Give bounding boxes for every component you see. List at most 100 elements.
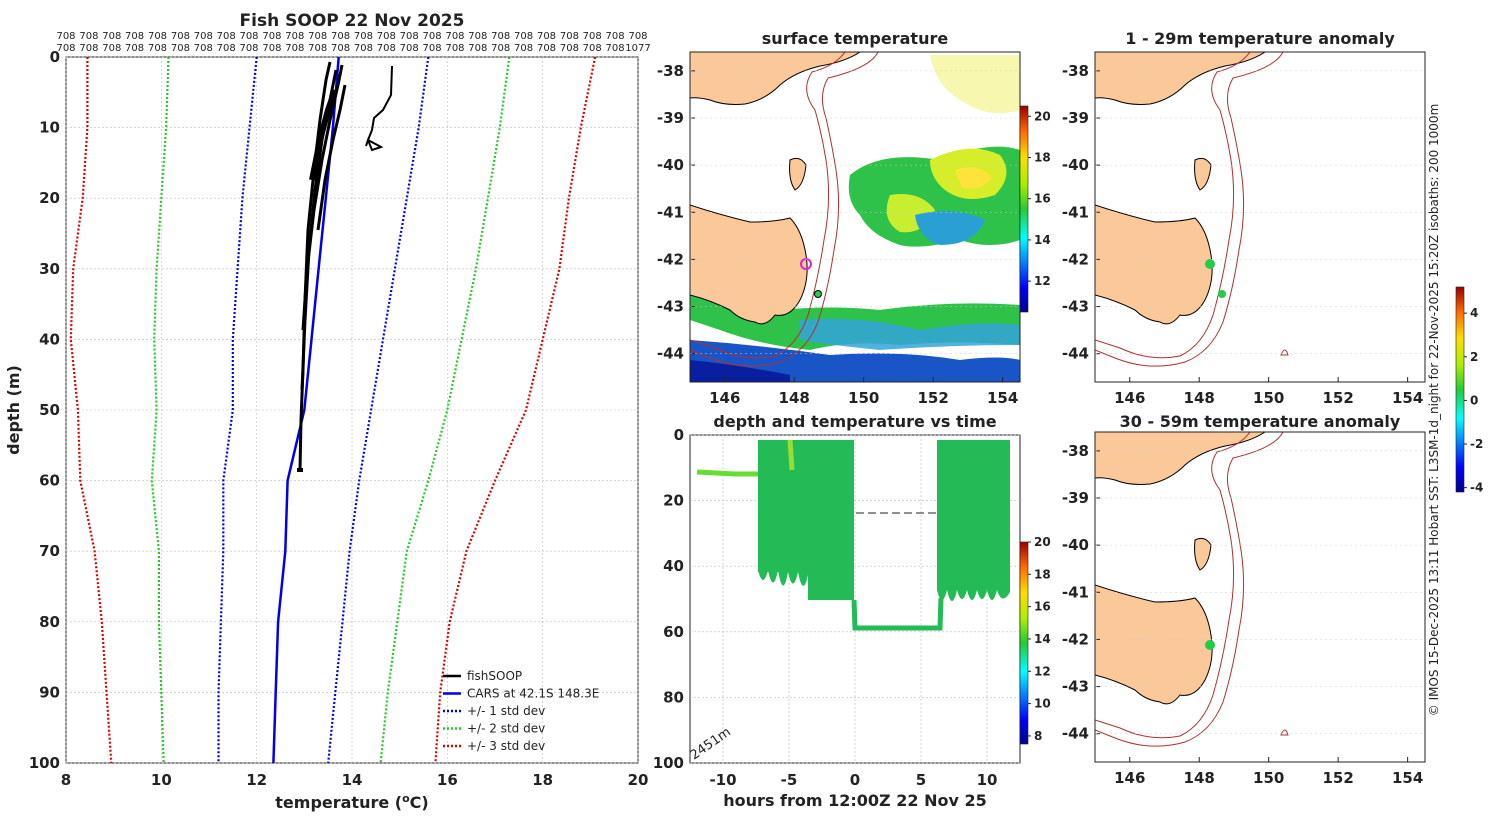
colorbar-tick-label: 10 [1034, 697, 1051, 711]
anomaly-deep-tasmania [1095, 584, 1213, 705]
y-tick-label: 40 [39, 330, 60, 348]
count-row2: 708 [377, 43, 396, 54]
cast-edge-1 [758, 440, 808, 586]
y-tick-label: -38 [1062, 62, 1089, 80]
count-row2: 708 [239, 43, 258, 54]
colorbar-tick-label: 12 [1034, 274, 1051, 288]
x-tick-label: 20 [628, 771, 649, 789]
count-row1: 708 [606, 31, 625, 42]
count-row2: 708 [148, 43, 167, 54]
sst-patch-southwest-deep [690, 360, 790, 382]
count-row1: 708 [56, 31, 75, 42]
x-tick-label: 146 [1114, 769, 1145, 787]
count-row2: 708 [537, 43, 556, 54]
anomaly-shallow-marker-1 [1205, 259, 1215, 269]
sst-colorbar-ticks: 12 14 16 18 20 [1028, 109, 1051, 288]
anomaly-deep-isobath-1000 [1095, 432, 1284, 747]
anomaly-shallow-tasmania [1095, 204, 1213, 325]
y-tick-label: -42 [657, 250, 684, 268]
x-tick-label: 5 [916, 771, 926, 789]
sample-counts: 708 708 708 708 708 708 708 708 708 708 708 708 708 7… [56, 31, 650, 54]
count-row1: 708 [262, 31, 281, 42]
colorbar-tick-label: 16 [1034, 600, 1051, 614]
anomaly-deep-marker [1205, 640, 1215, 650]
count-row2: 708 [354, 43, 373, 54]
count-row2: 708 [125, 43, 144, 54]
count-row1: 708 [400, 31, 419, 42]
sst-patch-south-blue [690, 340, 1020, 382]
legend-label: +/- 2 std dev [467, 722, 545, 736]
colorbar-tick-label: 14 [1034, 632, 1051, 646]
sst-ticks: 146 148 150 152 154 -38 -39 -40 -41 -42 -43 -44 [657, 62, 1020, 407]
count-row2: 708 [262, 43, 281, 54]
anomaly-deep-panel: 30 - 59m temperature anomaly 146 148 150 15… [1062, 412, 1426, 787]
count-row1: 708 [217, 31, 236, 42]
count-row2: 708 [308, 43, 327, 54]
sst-patch-cool [915, 211, 985, 245]
profile-x-label-main: temperature ( [275, 793, 402, 812]
profile-legend: fishSOOP CARS at 42.1S 148.3E +/- 1 std de… [443, 669, 599, 753]
anomaly-deep-isobath-200 [1095, 432, 1251, 739]
profile-x-label: temperature (oC) [275, 792, 428, 812]
y-tick-label: 20 [663, 492, 684, 510]
depth-time-colorbar-ticks: 8 10 12 14 16 18 20 [1028, 535, 1051, 743]
anomaly-deep-mainland [1095, 432, 1266, 485]
count-row2: 708 [102, 43, 121, 54]
count-row2: 708 [331, 43, 350, 54]
x-tick-label: -5 [781, 771, 798, 789]
fishsoop-surface-profile [365, 65, 393, 152]
anomaly-deep-map [1095, 432, 1289, 747]
count-row2: 708 [285, 43, 304, 54]
colorbar-tick-label: 14 [1034, 233, 1051, 247]
sst-map-area [690, 52, 1020, 382]
count-row2: 708 [171, 43, 190, 54]
x-tick-label: 154 [1392, 769, 1423, 787]
y-tick-label: 70 [39, 542, 60, 560]
colorbar-tick-label: 8 [1034, 729, 1042, 743]
x-tick-label: 146 [1114, 389, 1145, 407]
series-line [379, 56, 511, 764]
x-tick-label: 148 [1184, 389, 1215, 407]
count-row2: 708 [560, 43, 579, 54]
colorbar-tick-label: 20 [1034, 535, 1051, 549]
count-row2: 708 [79, 43, 98, 54]
x-tick-label: 146 [709, 389, 740, 407]
y-tick-label: -39 [1062, 489, 1089, 507]
anomaly-deep-ticks: 146 148 150 152 154 -38 -39 -40 -41 -42 -43 -44 [1062, 442, 1425, 787]
y-tick-label: -42 [1062, 630, 1089, 648]
y-tick-label: -44 [1062, 725, 1089, 743]
anomaly-deep-seamount [1280, 729, 1289, 736]
count-row1: 708 [239, 31, 258, 42]
x-tick-label: 16 [437, 771, 458, 789]
depth-time-gridlines [690, 434, 1020, 764]
y-tick-label: -41 [1062, 583, 1089, 601]
count-row2: 1077 [625, 43, 650, 54]
colorbar-tick-label: 16 [1034, 192, 1051, 206]
y-tick-label: 50 [39, 401, 60, 419]
count-row1: 708 [628, 31, 647, 42]
colorbar-tick-label: 12 [1034, 664, 1051, 678]
count-row2: 708 [400, 43, 419, 54]
series-line [327, 56, 430, 764]
y-tick-label: -44 [657, 345, 684, 363]
sst-flinders-island [789, 157, 807, 191]
x-tick-label: 0 [850, 771, 860, 789]
y-tick-label: 60 [39, 472, 60, 490]
anomaly-shallow-marker-2 [1218, 290, 1226, 298]
count-row2: 708 [606, 43, 625, 54]
legend-label: CARS at 42.1S 148.3E [467, 687, 599, 701]
count-row2: 708 [468, 43, 487, 54]
y-tick-label: 90 [39, 683, 60, 701]
depth-time-title: depth and temperature vs time [713, 412, 996, 431]
sst-colorbar [1019, 105, 1029, 313]
x-tick-label: 150 [848, 389, 879, 407]
colorbar-tick-label: -4 [1470, 481, 1483, 495]
y-tick-label: -43 [1062, 298, 1089, 316]
profile-y-label: depth (m) [4, 365, 23, 455]
count-row1: 708 [423, 31, 442, 42]
anomaly-colorbar [1455, 286, 1465, 493]
anomaly-shallow-ticks: 146 148 150 152 154 -38 -39 -40 -41 -42 -43 -44 [1062, 62, 1425, 407]
count-row1: 708 [148, 31, 167, 42]
count-row1: 708 [102, 31, 121, 42]
